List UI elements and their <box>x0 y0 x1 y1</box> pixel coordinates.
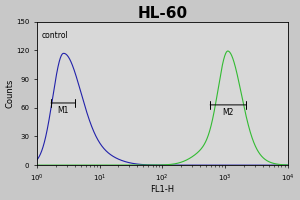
Title: HL-60: HL-60 <box>137 6 187 21</box>
Text: control: control <box>42 31 69 40</box>
Text: M1: M1 <box>57 106 69 115</box>
Y-axis label: Counts: Counts <box>6 79 15 108</box>
X-axis label: FL1-H: FL1-H <box>150 185 174 194</box>
Text: M2: M2 <box>222 108 234 117</box>
